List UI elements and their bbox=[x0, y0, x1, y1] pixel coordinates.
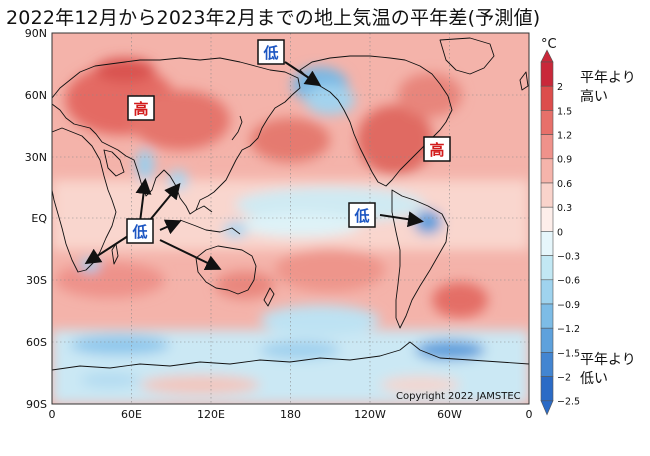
legend-swatch bbox=[540, 231, 554, 256]
svg-text:高: 高 bbox=[133, 100, 148, 118]
svg-text:低: 低 bbox=[353, 207, 369, 225]
high-label-america: 高 bbox=[423, 136, 451, 162]
legend-swatch bbox=[540, 327, 554, 353]
legend-upper-note-1: 平年より bbox=[580, 70, 636, 86]
low-label-amazon: 低 bbox=[348, 202, 376, 228]
legend-tick-label: −2 bbox=[557, 373, 571, 384]
lat-label: 90N bbox=[25, 27, 47, 40]
legend-tick-label: 1.2 bbox=[557, 131, 572, 142]
legend-tick-label: −0.6 bbox=[557, 276, 580, 287]
legend-swatch bbox=[540, 303, 554, 329]
legend-swatch bbox=[540, 279, 554, 305]
low-label-asia: 低 bbox=[126, 218, 154, 244]
svg-text:低: 低 bbox=[131, 223, 147, 241]
legend-tick-label: 0.3 bbox=[557, 203, 572, 214]
lon-label: 60W bbox=[437, 408, 462, 421]
legend-swatch bbox=[540, 182, 554, 208]
lon-label: 180 bbox=[280, 408, 301, 421]
legend-tick-label: −2.5 bbox=[557, 397, 580, 408]
lon-label: 120W bbox=[354, 408, 386, 421]
arrow-india bbox=[135, 178, 152, 223]
legend-tick-label: 2 bbox=[557, 82, 563, 93]
legend-swatch bbox=[540, 376, 554, 402]
legend-swatch bbox=[540, 206, 554, 232]
svg-text:高: 高 bbox=[429, 141, 444, 159]
legend-swatch bbox=[540, 255, 554, 281]
legend-swatch bbox=[540, 85, 554, 111]
map-frame bbox=[51, 32, 530, 405]
legend-swatch bbox=[540, 134, 554, 160]
legend-tick-label: −0.3 bbox=[557, 252, 580, 263]
lat-label: 90S bbox=[26, 398, 47, 411]
arrow-alaska bbox=[284, 61, 322, 87]
lat-label: 30N bbox=[25, 151, 47, 164]
legend-swatches bbox=[540, 49, 554, 416]
lat-label: 30S bbox=[26, 274, 47, 287]
page-title: 2022年12月から2023年2月までの地上気温の平年差(予測値) bbox=[6, 7, 541, 29]
legend-upper-note-2: 高い bbox=[580, 88, 608, 105]
arrow-amazon bbox=[379, 211, 424, 228]
legend-swatch bbox=[540, 158, 554, 184]
copyright-text: Copyright 2022 JAMSTEC bbox=[396, 391, 521, 402]
legend-lower-note-1: 平年より bbox=[580, 352, 636, 368]
legend-tick-label: −0.9 bbox=[557, 300, 580, 311]
legend-swatch bbox=[540, 110, 554, 135]
high-label-asia: 高 bbox=[127, 95, 155, 121]
legend-tick-label: −1.2 bbox=[557, 324, 580, 335]
low-label-alaska: 低 bbox=[257, 39, 285, 65]
legend-tick-label: 0 bbox=[557, 227, 563, 238]
svg-text:低: 低 bbox=[262, 44, 278, 62]
lat-label: EQ bbox=[31, 212, 47, 225]
annotation-arrows bbox=[84, 61, 424, 270]
lon-label: 120E bbox=[197, 408, 225, 421]
lon-label: 0 bbox=[526, 408, 533, 421]
arrow-africa bbox=[84, 235, 129, 265]
legend-tick-label: 0.6 bbox=[557, 179, 572, 190]
lat-label: 60S bbox=[26, 336, 47, 349]
legend-tick-label: 1.5 bbox=[557, 106, 572, 117]
legend-lower-note-2: 低い bbox=[580, 371, 608, 387]
arrow-australia bbox=[159, 239, 222, 270]
legend-ticks: 2 1.5 1.2 0.9 0.6 0.3 0 −0.3 −0.6 −0.9 −1.2 −1.5 −2 −… bbox=[557, 82, 580, 408]
legend-tick-label: −1.5 bbox=[557, 348, 580, 359]
legend-unit: °C bbox=[541, 37, 557, 52]
lat-label: 60N bbox=[25, 89, 47, 102]
arrow-indonesia bbox=[159, 219, 182, 235]
legend-tick-label: 0.9 bbox=[557, 155, 572, 166]
legend-swatch bbox=[540, 352, 554, 377]
lon-label: 60E bbox=[121, 408, 142, 421]
legend-swatch bbox=[540, 61, 554, 87]
legend-bottom-cap bbox=[540, 400, 554, 416]
lon-label: 0 bbox=[49, 408, 56, 421]
arrow-sea bbox=[149, 182, 181, 221]
coastlines bbox=[52, 37, 529, 371]
